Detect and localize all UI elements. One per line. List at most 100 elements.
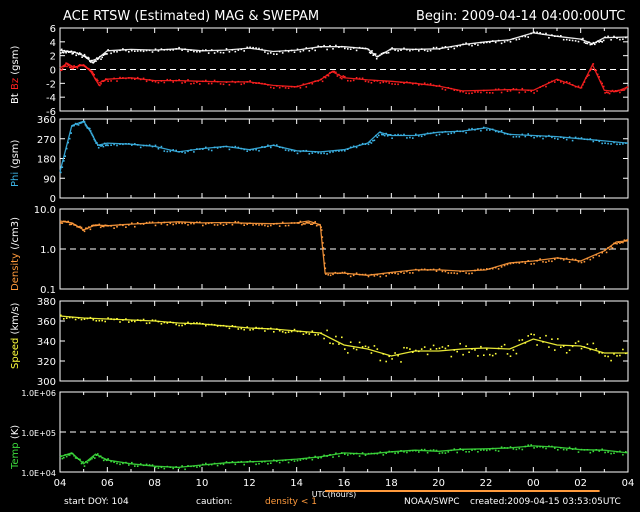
density-series-point	[323, 254, 325, 256]
phi-series-point	[441, 131, 444, 134]
bz-series-point	[456, 89, 458, 92]
phi-series-point	[536, 135, 538, 138]
bz-series-point	[545, 85, 547, 88]
bz-series-point	[604, 92, 606, 94]
density-series-point	[444, 270, 447, 273]
temp-series-point	[210, 463, 213, 466]
bt-series-point	[497, 39, 500, 42]
temp-series-point	[480, 449, 482, 451]
phi-series-point	[94, 140, 96, 142]
speed-series-point	[530, 333, 532, 335]
bz-series-point	[335, 71, 337, 74]
bt-series-point	[622, 38, 624, 40]
phi-series-point	[462, 130, 464, 133]
temp-series-point	[228, 461, 231, 464]
phi-series-point	[616, 143, 618, 146]
speed-series-point	[471, 348, 473, 350]
speed-series-point	[119, 321, 121, 323]
bz-series-point	[324, 76, 327, 79]
bt-series-point	[453, 47, 456, 50]
temp-series-point	[373, 452, 376, 455]
phi-series-point	[341, 149, 343, 152]
phi-series-point	[349, 146, 352, 149]
phi-series-point	[619, 143, 621, 145]
bt-series-point	[332, 48, 334, 50]
density-series-point	[592, 256, 595, 259]
bz-series-point	[60, 69, 63, 71]
speed-series-point	[151, 319, 154, 321]
bt-series-point	[465, 42, 467, 44]
phi-series-point	[335, 150, 337, 152]
speed-series-point	[255, 326, 257, 329]
density-series-point	[70, 223, 72, 226]
density-series-point	[142, 223, 145, 225]
density-series-point	[213, 224, 216, 226]
bt-series-point	[258, 47, 260, 50]
bt-series-point	[335, 44, 337, 47]
phi-series-point	[308, 153, 311, 155]
phi-series-point	[344, 150, 346, 152]
phi-series-point	[76, 123, 78, 126]
temp-series-point	[486, 449, 488, 452]
density-series-point	[320, 226, 322, 228]
bz-series-point	[91, 71, 94, 73]
phi-series-point	[432, 131, 435, 134]
speed-series-point	[128, 321, 130, 323]
phi-ytick-label: 270	[37, 135, 56, 146]
phi-series-point	[163, 150, 166, 152]
speed-series-point	[287, 331, 290, 333]
phi-series-point	[264, 146, 266, 148]
temp-series-point	[77, 458, 80, 460]
bt-series-point	[441, 46, 444, 49]
bt-series-point	[84, 55, 87, 58]
bz-series-point	[435, 85, 438, 87]
speed-series-point	[533, 333, 535, 336]
phi-series-point	[243, 148, 245, 151]
temp-series-point	[79, 458, 81, 461]
bt-series-point	[196, 51, 198, 53]
bz-series-point	[299, 87, 302, 89]
bt-series-point	[151, 51, 154, 53]
bt-series-point	[515, 38, 518, 41]
phi-series-point	[474, 129, 476, 131]
temp-series-point	[533, 447, 535, 449]
speed-series-point	[577, 340, 580, 343]
bz-series-point	[515, 88, 518, 91]
bt-series-point	[94, 60, 96, 62]
density-series-point	[60, 222, 62, 224]
density-series-point	[474, 269, 476, 272]
density-series-point	[193, 222, 195, 225]
temp-series-point	[80, 462, 83, 465]
phi-series-point	[160, 145, 163, 148]
temp-series-point	[604, 451, 606, 454]
speed-series-point	[347, 352, 349, 354]
phi-series-point	[187, 150, 189, 153]
bz-series-point	[96, 78, 98, 81]
phi-series-point	[373, 139, 376, 142]
density-series-point	[237, 221, 240, 223]
phi-series-point	[88, 127, 90, 130]
bt-series-point	[468, 44, 470, 46]
temp-series-point	[542, 446, 544, 449]
phi-series-point	[261, 146, 263, 148]
phi-series-point	[486, 129, 488, 131]
speed-series-point	[83, 318, 86, 320]
bt-series-point	[261, 48, 263, 51]
bz-series-point	[512, 88, 515, 90]
phi-series-point	[459, 130, 461, 133]
speed-series-point	[515, 352, 518, 355]
temp-series-point	[323, 454, 325, 457]
bt-series-point	[503, 41, 506, 43]
density-series-point	[524, 262, 527, 264]
bt-series-point	[450, 46, 453, 48]
speed-series-point	[468, 351, 470, 353]
density-series-point	[73, 224, 75, 226]
speed-series-point	[278, 329, 281, 332]
bz-series-point	[557, 79, 559, 81]
bz-series-point	[219, 83, 222, 85]
density-series-point	[278, 225, 281, 227]
speed-series-point	[432, 344, 435, 347]
temp-series-point	[423, 448, 426, 451]
bt-series-point	[78, 52, 81, 54]
density-series-point	[202, 224, 204, 227]
